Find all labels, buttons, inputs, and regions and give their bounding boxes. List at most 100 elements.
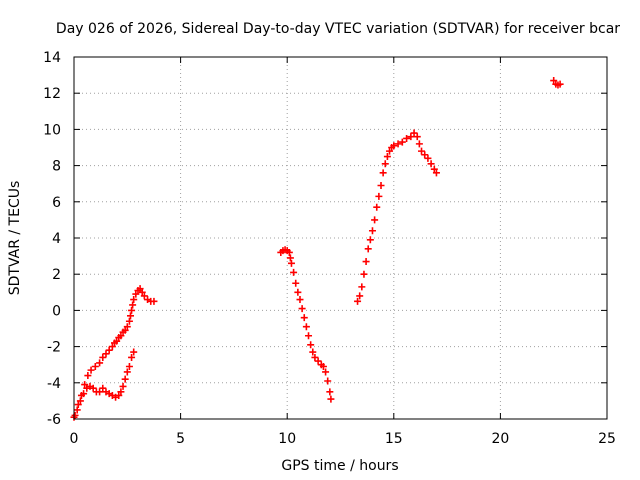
y-axis-label: SDTVAR / TECUs (7, 181, 23, 296)
data-point (383, 153, 391, 161)
y-tick-label: -4 (47, 376, 61, 392)
y-tick-label: 14 (43, 50, 61, 66)
data-point (556, 80, 564, 88)
data-point (386, 147, 394, 155)
x-tick-label: 0 (70, 431, 79, 447)
data-point (285, 248, 293, 256)
data-point (432, 169, 440, 177)
data-point (298, 305, 306, 313)
data-point (324, 377, 332, 385)
y-tick-label: 0 (52, 303, 61, 319)
data-point (300, 314, 308, 322)
data-point (125, 363, 133, 371)
data-point (314, 357, 322, 365)
data-point (430, 165, 438, 173)
data-point (366, 236, 374, 244)
series-arc-4 (550, 77, 564, 89)
series-arc-1-upper (71, 285, 158, 419)
data-point (305, 332, 313, 340)
data-point (326, 388, 334, 396)
data-point (140, 292, 148, 300)
data-point (123, 368, 131, 376)
data-point (307, 341, 315, 349)
data-point (327, 395, 335, 403)
data-point (394, 140, 402, 148)
x-tick-label: 25 (598, 431, 616, 447)
data-point (311, 353, 319, 361)
data-point (287, 259, 295, 267)
x-tick-label: 5 (176, 431, 185, 447)
data-point (81, 381, 89, 389)
data-point (296, 296, 304, 304)
y-tick-label: 8 (52, 159, 61, 175)
data-point (302, 323, 310, 331)
data-point (403, 134, 411, 142)
data-point (128, 353, 136, 361)
data-point (126, 312, 134, 320)
data-point (415, 140, 423, 148)
data-point (117, 388, 125, 396)
data-point (390, 142, 398, 150)
y-tick-label: 10 (43, 122, 61, 138)
data-point (87, 366, 95, 374)
data-point (76, 397, 84, 405)
data-point (550, 77, 558, 85)
data-point (360, 270, 368, 278)
data-point (354, 297, 362, 305)
data-point (121, 375, 129, 383)
chart-title: Day 026 of 2026, Sidereal Day-to-day VTE… (56, 21, 620, 37)
data-point (91, 363, 99, 371)
data-point (117, 332, 125, 340)
data-point (294, 288, 302, 296)
data-point (130, 348, 138, 356)
data-point (371, 216, 379, 224)
y-tick-label: 12 (43, 86, 61, 102)
y-tick-label: 6 (52, 195, 61, 211)
data-point (286, 254, 294, 262)
y-tick-label: 4 (52, 231, 61, 247)
series-arc-1-lower (70, 348, 138, 421)
data-point (96, 388, 104, 396)
data-point (130, 296, 138, 304)
data-point (123, 323, 131, 331)
data-point (373, 203, 381, 211)
x-tick-label: 10 (278, 431, 296, 447)
data-point (138, 288, 146, 296)
data-point (410, 129, 418, 137)
data-point (379, 169, 387, 177)
y-tick-label: -2 (47, 340, 61, 356)
data-point (319, 363, 327, 371)
data-point (132, 290, 140, 298)
data-point (121, 326, 129, 334)
data-point (113, 337, 121, 345)
data-point (407, 133, 415, 141)
x-tick-label: 15 (385, 431, 403, 447)
data-point (377, 182, 385, 190)
y-tick-label: -6 (47, 412, 61, 428)
data-point (99, 384, 107, 392)
data-point (421, 151, 429, 159)
data-point (427, 160, 435, 168)
data-point (381, 160, 389, 168)
data-point (368, 227, 376, 235)
data-point (362, 258, 370, 266)
data-points (70, 77, 564, 421)
data-point (89, 384, 97, 392)
data-point (413, 133, 421, 141)
data-point (322, 368, 330, 376)
data-point (356, 292, 364, 300)
data-point (424, 154, 432, 162)
data-point (102, 350, 110, 358)
data-point (80, 390, 88, 398)
data-point (150, 297, 158, 305)
x-axis-label: GPS time / hours (281, 458, 398, 474)
data-point (309, 348, 317, 356)
data-point (96, 359, 104, 367)
data-point (290, 268, 298, 276)
series-arc-3 (354, 129, 440, 305)
grid (74, 57, 607, 419)
data-point (292, 279, 300, 287)
data-point (74, 401, 82, 409)
data-point (84, 372, 92, 380)
